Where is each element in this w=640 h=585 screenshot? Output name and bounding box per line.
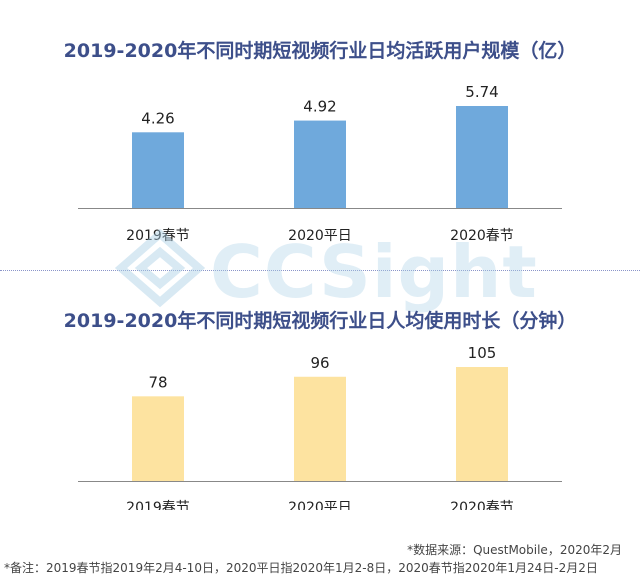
bar-2: [294, 120, 346, 208]
bar-1: [132, 132, 184, 208]
category-label-2: 2020平日: [288, 228, 352, 244]
value-label-3: 105: [468, 344, 497, 362]
bar-3: [456, 367, 508, 481]
value-label-1: 78: [148, 373, 167, 391]
bar-2: [294, 376, 346, 481]
category-label-1: 2019春节: [126, 228, 190, 244]
category-label-2: 2020平日: [288, 500, 352, 510]
bar-1: [132, 396, 184, 481]
section-divider: [0, 270, 640, 271]
value-label-2: 4.92: [303, 98, 336, 116]
value-label-2: 96: [310, 354, 329, 372]
remark-note: *备注：2019春节指2019年2月4-10日，2020平日指2020年1月2-…: [4, 561, 598, 575]
value-label-3: 5.74: [465, 83, 498, 101]
chart-1-title: 2019-2020年不同时期短视频行业日均活跃用户规模（亿）: [63, 40, 577, 62]
source-note: *数据来源：QuestMobile，2020年2月: [407, 543, 622, 557]
chart-1-dau: 4.26 2019春节 4.92 2020平日 5.74 2020春节: [78, 83, 562, 244]
category-label-3: 2020春节: [450, 500, 514, 510]
chart-2-title: 2019-2020年不同时期短视频行业日人均使用时长（分钟）: [63, 310, 577, 332]
bar-3: [456, 106, 508, 208]
category-label-1: 2019春节: [126, 500, 190, 510]
chart-2-usage-time: 78 2019春节 96 2020平日 105 2020春节: [78, 344, 562, 510]
category-label-3: 2020春节: [450, 228, 514, 244]
value-label-1: 4.26: [141, 109, 174, 127]
